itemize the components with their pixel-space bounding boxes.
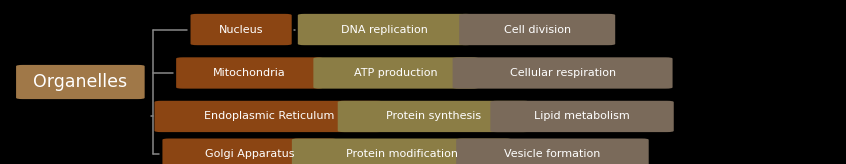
Text: Mitochondria: Mitochondria [213,68,286,78]
FancyBboxPatch shape [459,14,615,45]
Text: Cellular respiration: Cellular respiration [509,68,616,78]
FancyBboxPatch shape [338,101,530,132]
Text: DNA replication: DNA replication [342,25,428,34]
Text: Golgi Apparatus: Golgi Apparatus [205,149,294,159]
Text: Protein modification: Protein modification [346,149,458,159]
Text: Vesicle formation: Vesicle formation [504,149,601,159]
FancyBboxPatch shape [190,14,292,45]
FancyBboxPatch shape [155,101,383,132]
Text: Nucleus: Nucleus [219,25,263,34]
Text: ATP production: ATP production [354,68,437,78]
FancyBboxPatch shape [456,138,649,164]
FancyBboxPatch shape [491,101,673,132]
FancyBboxPatch shape [176,57,323,89]
FancyBboxPatch shape [298,14,472,45]
Text: Endoplasmic Reticulum: Endoplasmic Reticulum [204,112,334,121]
FancyBboxPatch shape [16,65,145,99]
Text: Protein synthesis: Protein synthesis [387,112,481,121]
FancyBboxPatch shape [292,138,512,164]
FancyBboxPatch shape [313,57,479,89]
Text: Cell division: Cell division [503,25,571,34]
Text: Organelles: Organelles [33,73,128,91]
FancyBboxPatch shape [162,138,337,164]
Text: Lipid metabolism: Lipid metabolism [534,112,630,121]
FancyBboxPatch shape [453,57,673,89]
